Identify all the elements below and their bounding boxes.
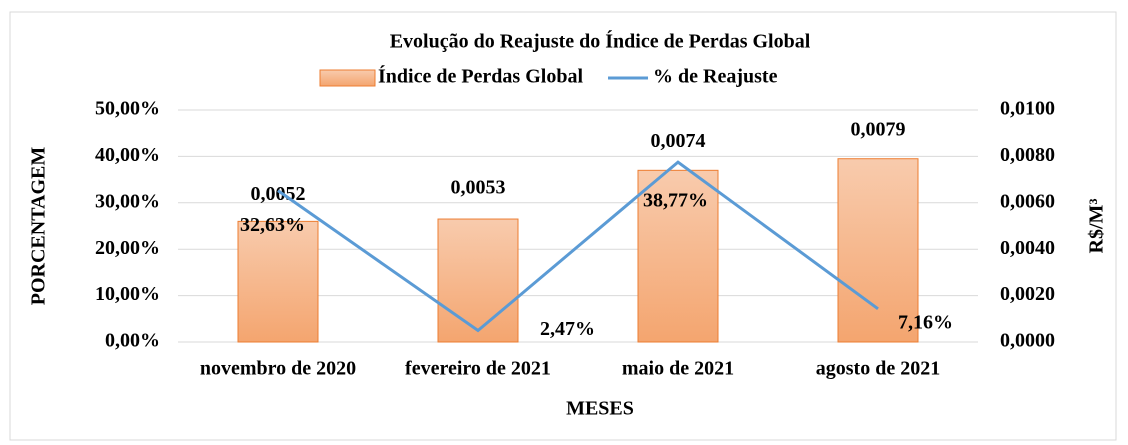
- x-tick-label: agosto de 2021: [816, 358, 940, 380]
- x-axis-title: MESES: [566, 398, 634, 420]
- bar-value-label: 0,0074: [651, 130, 706, 152]
- bar: [237, 220, 319, 343]
- x-tick-label: maio de 2021: [622, 358, 734, 380]
- line-value-label: 38,77%: [643, 190, 708, 212]
- y2-tick-label: 0,0020: [1000, 283, 1055, 305]
- y2-tick-label: 0,0080: [1000, 144, 1055, 166]
- chart-title: Evolução do Reajuste do Índice de Perdas…: [390, 30, 811, 53]
- chart-frame: [9, 11, 1117, 441]
- y2-axis-title: R$/M³: [1086, 199, 1108, 254]
- line-value-label: 7,16%: [898, 311, 953, 333]
- line-value-label: 32,63%: [240, 214, 305, 236]
- line: [277, 160, 879, 333]
- bar: [637, 169, 719, 343]
- bar-value-label: 0,0079: [851, 118, 906, 140]
- bar: [437, 218, 519, 343]
- legend-swatch: [319, 69, 376, 87]
- y-tick-label: 40,00%: [95, 144, 160, 166]
- legend: Índice de Perdas Global % de Reajuste: [319, 65, 778, 88]
- bar-value-label: 0,0053: [451, 177, 506, 199]
- y2-tick-label: 0,0060: [1000, 190, 1055, 212]
- y-axis-title: PORCENTAGEM: [28, 147, 50, 306]
- line-value-label: 2,47%: [540, 318, 595, 340]
- bar: [837, 158, 919, 343]
- bar-value-label: 0,0052: [251, 183, 306, 205]
- legend-label: Índice de Perdas Global: [378, 65, 583, 88]
- y2-tick-label: 0,0000: [1000, 330, 1055, 352]
- y2-tick-label: 0,0040: [1000, 237, 1055, 259]
- y-tick-label: 10,00%: [95, 283, 160, 305]
- y-tick-label: 20,00%: [95, 237, 160, 259]
- x-tick-label: novembro de 2020: [200, 358, 356, 380]
- y-tick-label: 0,00%: [105, 330, 160, 352]
- y2-tick-label: 0,0100: [1000, 98, 1055, 120]
- y-tick-label: 50,00%: [95, 98, 160, 120]
- y-tick-label: 30,00%: [95, 190, 160, 212]
- legend-label: % de Reajuste: [653, 66, 778, 88]
- x-tick-label: fevereiro de 2021: [405, 358, 551, 380]
